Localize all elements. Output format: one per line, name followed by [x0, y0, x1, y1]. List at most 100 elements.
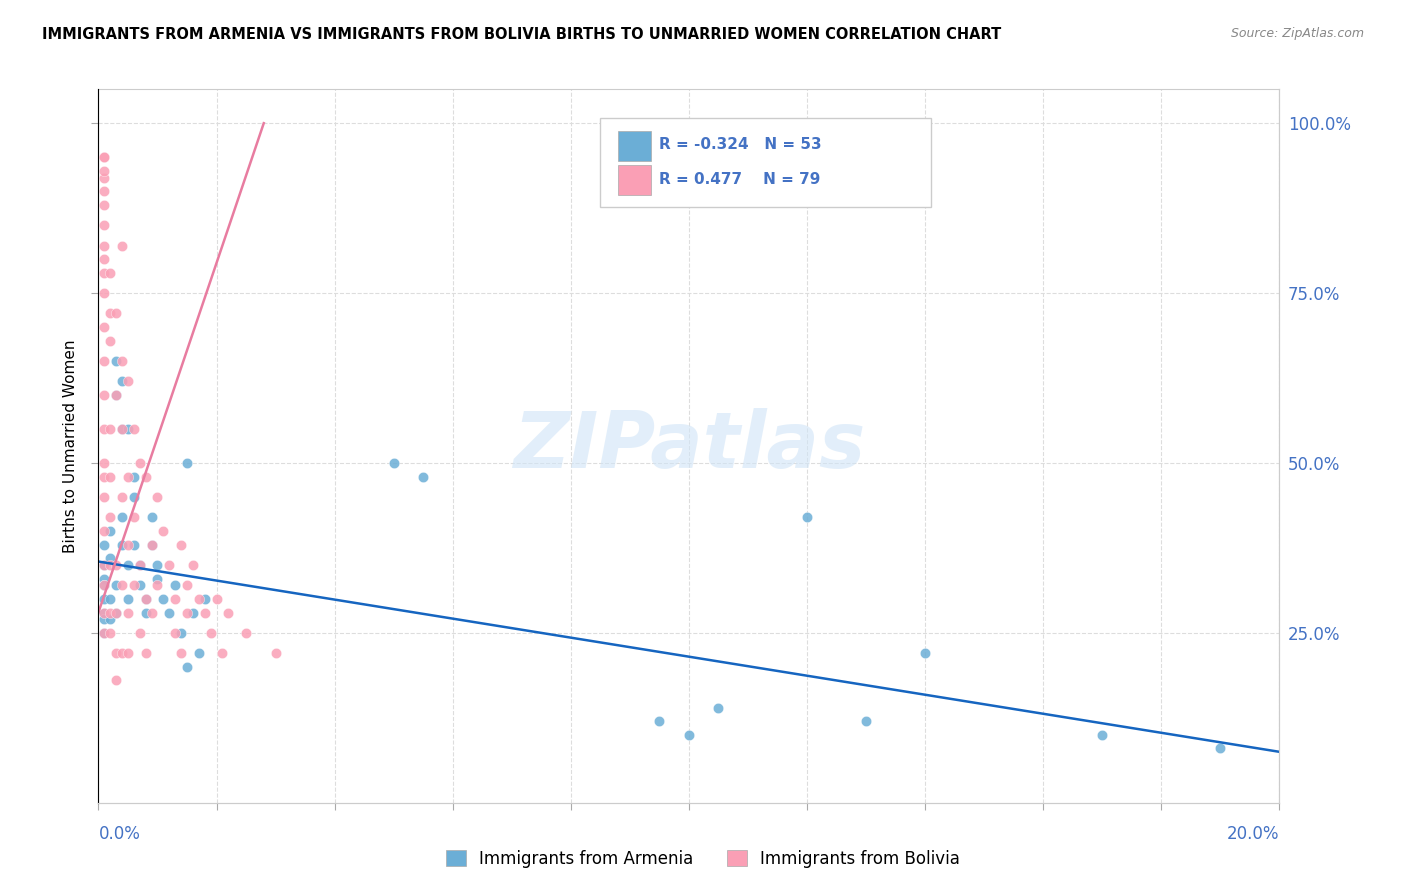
Point [146, 572, 169, 586]
Point [170, 646, 193, 660]
Point [93, 626, 115, 640]
Point [152, 591, 174, 606]
Point [98, 510, 121, 524]
Point [176, 660, 198, 674]
Point [152, 524, 174, 538]
Point [122, 490, 145, 504]
Text: IMMIGRANTS FROM ARMENIA VS IMMIGRANTS FROM BOLIVIA BIRTHS TO UNMARRIED WOMEN COR: IMMIGRANTS FROM ARMENIA VS IMMIGRANTS FR… [42, 27, 1001, 42]
Point [98, 469, 121, 483]
Point [93, 320, 115, 334]
Point [117, 375, 139, 389]
Point [146, 578, 169, 592]
Point [98, 551, 121, 566]
Point [93, 422, 115, 436]
Point [707, 700, 730, 714]
Point [855, 714, 877, 729]
Point [165, 591, 187, 606]
Point [111, 238, 134, 252]
Point [678, 728, 700, 742]
Point [146, 558, 169, 572]
Bar [619, 130, 651, 161]
Point [111, 422, 134, 436]
Point [93, 354, 115, 368]
Point [412, 469, 434, 483]
Point [1209, 741, 1232, 756]
Point [98, 266, 121, 280]
Point [122, 510, 145, 524]
Point [93, 150, 115, 164]
Point [181, 558, 204, 572]
Legend: Immigrants from Armenia, Immigrants from Bolivia: Immigrants from Armenia, Immigrants from… [439, 844, 967, 875]
Point [117, 558, 139, 572]
Point [205, 591, 228, 606]
Text: Source: ZipAtlas.com: Source: ZipAtlas.com [1230, 27, 1364, 40]
Point [93, 626, 115, 640]
Point [146, 490, 169, 504]
Point [93, 578, 115, 592]
Point [194, 606, 217, 620]
Point [98, 591, 121, 606]
Point [122, 537, 145, 551]
Text: R = -0.324   N = 53: R = -0.324 N = 53 [659, 137, 823, 153]
Point [93, 238, 115, 252]
Point [93, 537, 115, 551]
Point [105, 606, 128, 620]
Point [914, 646, 936, 660]
Point [176, 456, 198, 470]
Text: R = 0.477    N = 79: R = 0.477 N = 79 [659, 171, 821, 186]
Bar [619, 165, 651, 194]
Point [105, 306, 128, 320]
Point [141, 606, 163, 620]
Point [135, 591, 157, 606]
Point [122, 578, 145, 592]
Point [235, 626, 257, 640]
Point [93, 218, 115, 232]
Point [98, 626, 121, 640]
Point [165, 626, 187, 640]
Point [117, 646, 139, 660]
Point [93, 572, 115, 586]
Point [98, 422, 121, 436]
FancyBboxPatch shape [600, 118, 931, 207]
Point [111, 537, 134, 551]
Point [128, 558, 150, 572]
Point [98, 306, 121, 320]
Point [141, 510, 163, 524]
Point [128, 626, 150, 640]
Point [105, 558, 128, 572]
Point [93, 558, 115, 572]
Point [98, 524, 121, 538]
Point [111, 646, 134, 660]
Point [128, 578, 150, 592]
Point [105, 354, 128, 368]
Point [98, 334, 121, 348]
Point [122, 422, 145, 436]
Text: 0.0%: 0.0% [98, 825, 141, 843]
Text: 20.0%: 20.0% [1227, 825, 1279, 843]
Point [93, 286, 115, 301]
Point [93, 606, 115, 620]
Point [93, 163, 115, 178]
Point [217, 606, 239, 620]
Point [117, 422, 139, 436]
Point [111, 490, 134, 504]
Point [105, 578, 128, 592]
Point [128, 558, 150, 572]
Point [187, 646, 209, 660]
Point [93, 388, 115, 402]
Point [93, 252, 115, 266]
Point [194, 591, 217, 606]
Point [111, 375, 134, 389]
Point [141, 537, 163, 551]
Point [105, 388, 128, 402]
Point [176, 578, 198, 592]
Point [128, 456, 150, 470]
Point [98, 606, 121, 620]
Point [117, 591, 139, 606]
Point [93, 606, 115, 620]
Point [93, 184, 115, 198]
Point [181, 606, 204, 620]
Point [98, 558, 121, 572]
Point [93, 266, 115, 280]
Point [93, 558, 115, 572]
